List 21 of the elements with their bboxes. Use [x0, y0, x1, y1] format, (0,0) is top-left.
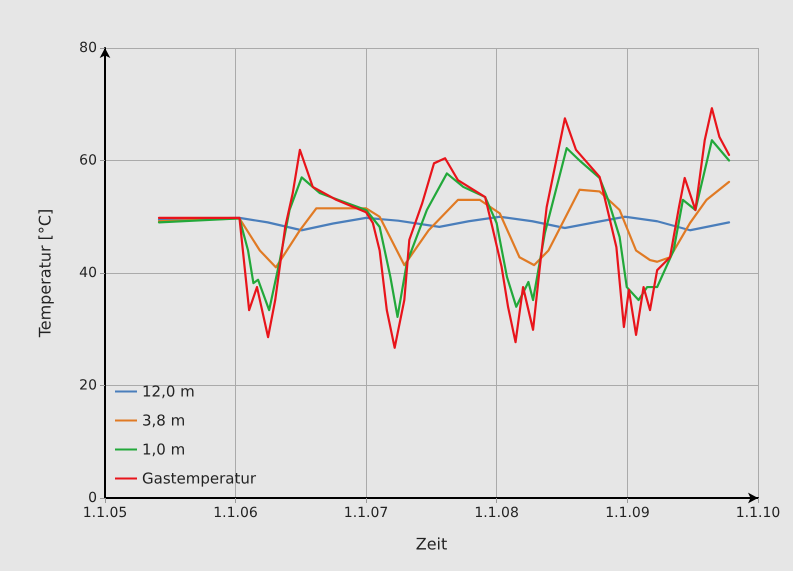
line-series [158, 139, 730, 318]
y-tick-label: 80 [79, 40, 97, 56]
x-tick-label: 1.1.09 [605, 505, 650, 521]
legend-label: 1,0 m [142, 440, 186, 458]
legend-label: 3,8 m [142, 412, 186, 430]
legend-label: Gastemperatur [142, 470, 257, 488]
line-series [158, 216, 730, 232]
x-tick-label: 1.1.07 [344, 505, 388, 521]
x-tick-label: 1.1.10 [736, 505, 780, 521]
y-axis-title: Temperatur [°C] [36, 208, 54, 338]
legend-label: 12,0 m [142, 382, 195, 400]
y-tick-label: 0 [88, 490, 97, 506]
x-tick-label: 1.1.06 [213, 505, 258, 521]
y-tick-label: 20 [79, 378, 97, 394]
y-tick-label: 40 [79, 265, 97, 281]
line-series [158, 180, 730, 268]
x-tick-label: 1.1.08 [474, 505, 519, 521]
x-tick-label: 1.1.05 [82, 505, 128, 521]
y-tick-label: 60 [79, 152, 97, 168]
x-axis-title: Zeit [416, 534, 448, 554]
line-series [158, 107, 730, 349]
